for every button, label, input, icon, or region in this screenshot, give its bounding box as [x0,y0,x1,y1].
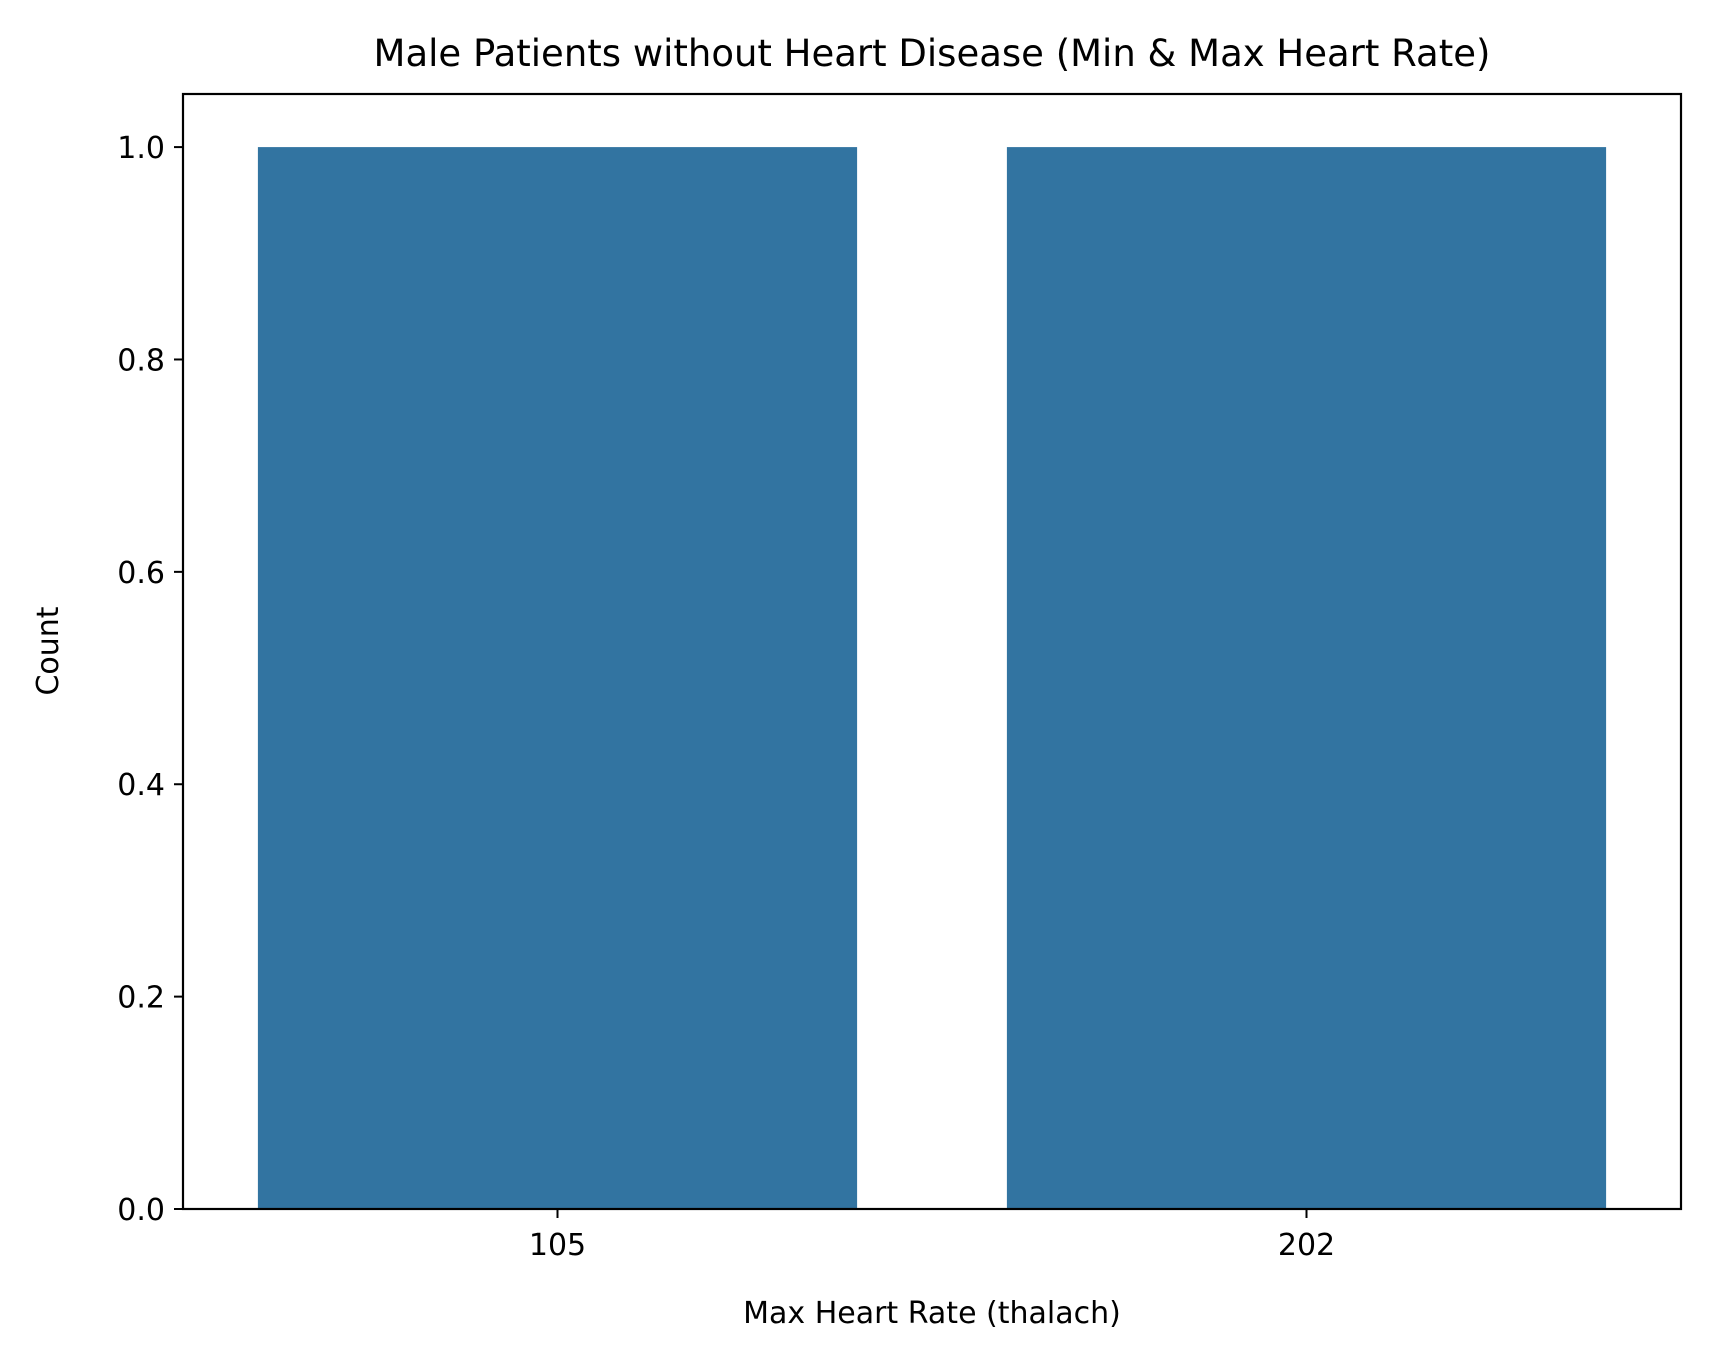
y-tick-label: 0.4 [117,768,165,803]
y-tick-label: 1.0 [117,131,165,166]
y-axis-label: Count [31,606,66,695]
y-tick-label: 0.2 [117,981,165,1016]
x-axis-label: Max Heart Rate (thalach) [743,1296,1121,1331]
bar-105 [257,147,858,1210]
x-ticks-group: 105 202 [529,1209,1335,1263]
x-tick-label: 105 [529,1228,586,1263]
y-ticks-group: 0.0 0.2 0.4 0.6 0.8 1.0 [117,131,183,1228]
y-tick-label: 0.0 [117,1193,165,1228]
bar-202 [1006,147,1607,1210]
y-tick-label: 0.6 [117,556,165,591]
bars-group [257,147,1607,1210]
chart-title: Male Patients without Heart Disease (Min… [374,32,1491,75]
y-tick-label: 0.8 [117,343,165,378]
x-tick-label: 202 [1278,1228,1335,1263]
plot-frame [181,92,1683,1211]
